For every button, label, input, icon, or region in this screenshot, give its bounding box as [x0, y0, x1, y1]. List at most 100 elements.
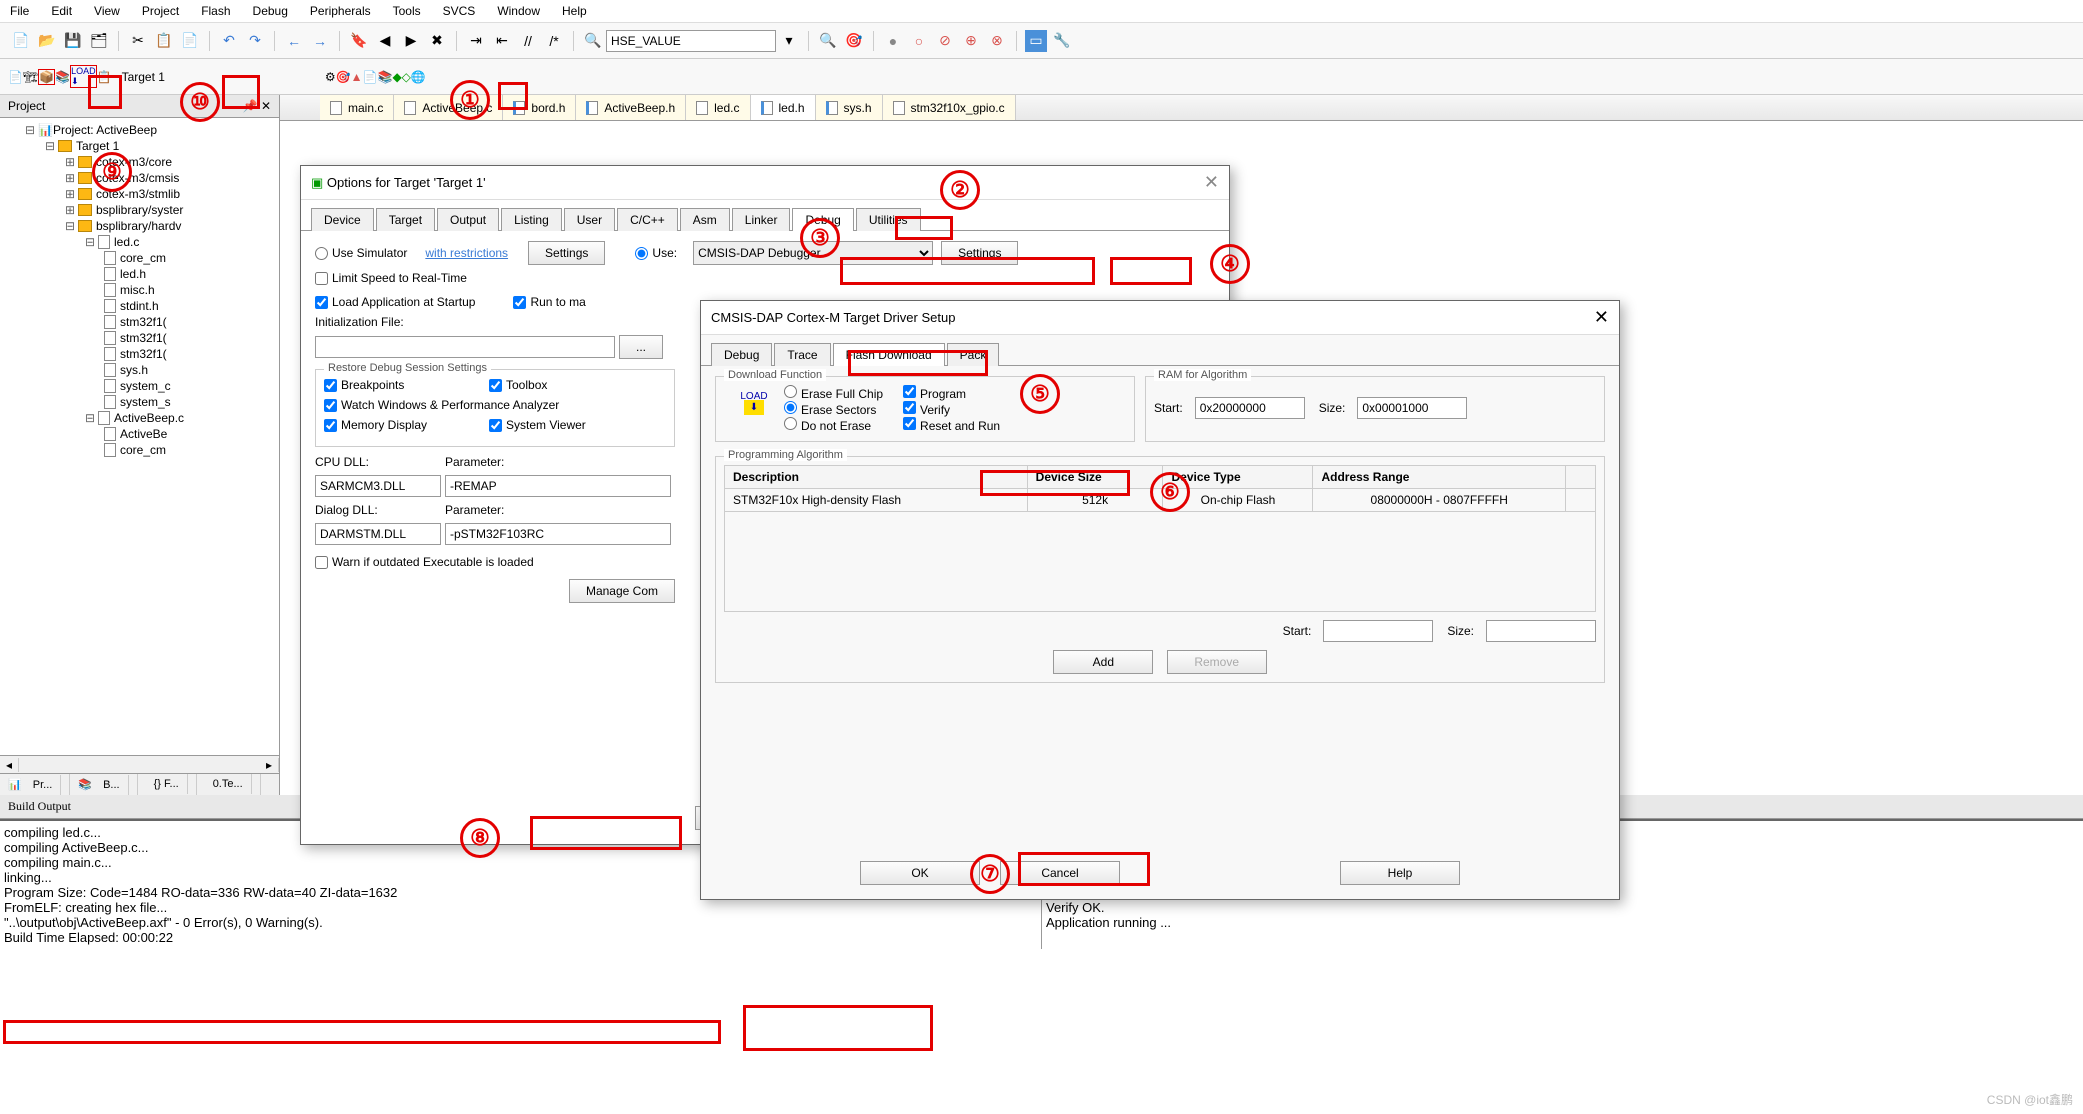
- driver-ok-button[interactable]: OK: [860, 861, 980, 885]
- tab-asm[interactable]: Asm: [680, 208, 730, 231]
- config-icon[interactable]: 🔧: [1051, 30, 1073, 52]
- close-icon[interactable]: ✕: [1594, 307, 1609, 328]
- close-icon[interactable]: ✕: [1204, 172, 1219, 193]
- manage-icon[interactable]: ▲: [351, 70, 363, 84]
- debug-icon[interactable]: 🎯: [843, 30, 865, 52]
- run-main-check[interactable]: [513, 296, 526, 309]
- rebuild-icon[interactable]: 📦: [38, 69, 55, 85]
- file-tab-active[interactable]: led.h: [751, 95, 816, 120]
- download-icon[interactable]: LOAD⬇: [70, 65, 97, 88]
- tab-cpp[interactable]: C/C++: [617, 208, 678, 231]
- record-icon[interactable]: ●: [882, 30, 904, 52]
- menu-peripherals[interactable]: Peripherals: [310, 4, 371, 18]
- file-tab[interactable]: bord.h: [503, 95, 576, 120]
- translate-icon[interactable]: 📄: [8, 70, 23, 84]
- menu-view[interactable]: View: [94, 4, 120, 18]
- uncomment-icon[interactable]: /*: [543, 30, 565, 52]
- remove-button[interactable]: Remove: [1167, 650, 1267, 674]
- breakpoints-check[interactable]: [324, 379, 337, 392]
- tab-target[interactable]: Target: [376, 208, 435, 231]
- settings-button-right[interactable]: Settings: [941, 241, 1018, 265]
- cut-icon[interactable]: ✂: [127, 30, 149, 52]
- save-icon[interactable]: 💾: [62, 30, 84, 52]
- watch-check[interactable]: [324, 399, 337, 412]
- tree-scrollbar[interactable]: ◂▸: [0, 755, 279, 773]
- tab-user[interactable]: User: [564, 208, 615, 231]
- find-dropdown-icon[interactable]: ▾: [778, 30, 800, 52]
- algo-start-input[interactable]: [1323, 620, 1433, 642]
- window-icon[interactable]: ▭: [1025, 30, 1047, 52]
- bookmark-prev-icon[interactable]: ◀: [374, 30, 396, 52]
- paste-icon[interactable]: 📄: [179, 30, 201, 52]
- browse-button[interactable]: ...: [619, 335, 663, 359]
- param-input[interactable]: [445, 475, 671, 497]
- file-tab[interactable]: ActiveBeep.c: [394, 95, 503, 120]
- menu-project[interactable]: Project: [142, 4, 179, 18]
- menu-edit[interactable]: Edit: [51, 4, 72, 18]
- tab-debug[interactable]: Debug: [792, 208, 853, 231]
- menu-tools[interactable]: Tools: [393, 4, 421, 18]
- manage-button[interactable]: Manage Com: [569, 579, 675, 603]
- target-options-icon[interactable]: 🎯: [336, 70, 351, 84]
- books-icon[interactable]: 📚: [377, 70, 392, 84]
- table-row[interactable]: STM32F10x High-density Flash 512k On-chi…: [725, 489, 1596, 512]
- dialog-dll-input[interactable]: [315, 523, 441, 545]
- menu-svcs[interactable]: SVCS: [443, 4, 476, 18]
- undo-icon[interactable]: ↶: [218, 30, 240, 52]
- open-icon[interactable]: 📂: [36, 30, 58, 52]
- warn-check[interactable]: [315, 556, 328, 569]
- erase-icon[interactable]: 📋: [97, 70, 112, 84]
- forward-icon[interactable]: →: [309, 30, 331, 52]
- batch-icon[interactable]: 📚: [55, 70, 70, 84]
- tab-project[interactable]: 📊 Pr...: [0, 774, 70, 795]
- new-icon[interactable]: 📄: [10, 30, 32, 52]
- tab-device[interactable]: Device: [311, 208, 374, 231]
- find-input[interactable]: [606, 30, 776, 52]
- tab-debug2[interactable]: Debug: [711, 343, 772, 366]
- debugger-select[interactable]: CMSIS-DAP Debugger: [693, 241, 933, 265]
- menu-debug[interactable]: Debug: [253, 4, 288, 18]
- menu-window[interactable]: Window: [497, 4, 540, 18]
- tab-pack[interactable]: Pack: [947, 343, 1000, 366]
- algo-size-input[interactable]: [1486, 620, 1596, 642]
- find-icon[interactable]: 🔍: [582, 30, 604, 52]
- pack-icon[interactable]: ◆: [392, 70, 401, 84]
- build-icon[interactable]: 🏗: [23, 70, 38, 84]
- driver-cancel-button[interactable]: Cancel: [1000, 861, 1120, 885]
- menu-flash[interactable]: Flash: [201, 4, 230, 18]
- sysview-check[interactable]: [489, 419, 502, 432]
- verify-check[interactable]: [903, 401, 916, 414]
- tab-utilities[interactable]: Utilities: [856, 208, 921, 231]
- toolbox-check[interactable]: [489, 379, 502, 392]
- file-ext-icon[interactable]: 📄: [363, 70, 378, 84]
- tab-trace[interactable]: Trace: [774, 343, 830, 366]
- bookmark-clear-icon[interactable]: ✖: [426, 30, 448, 52]
- file-tab[interactable]: main.c: [320, 95, 394, 120]
- tab-books[interactable]: 📚 B...: [70, 774, 137, 795]
- algorithm-table[interactable]: Description Device Size Device Type Addr…: [724, 465, 1596, 612]
- tab-templates[interactable]: 0.Te...: [197, 774, 261, 795]
- zoom-icon[interactable]: 🔍: [817, 30, 839, 52]
- outdent-icon[interactable]: ⇤: [491, 30, 513, 52]
- settings-button-left[interactable]: Settings: [528, 241, 605, 265]
- erase-sectors-radio[interactable]: [784, 401, 797, 414]
- project-tree[interactable]: ⊟📊 Project: ActiveBeep ⊟Target 1 ⊞cotex-…: [0, 118, 279, 755]
- tab-functions[interactable]: {} F...: [138, 774, 197, 795]
- stop-icon[interactable]: ○: [908, 30, 930, 52]
- rte-icon[interactable]: ◇: [402, 70, 411, 84]
- use-simulator-radio[interactable]: [315, 247, 328, 260]
- cpu-dll-input[interactable]: [315, 475, 441, 497]
- pin-icon[interactable]: 📌: [243, 99, 258, 113]
- memory-check[interactable]: [324, 419, 337, 432]
- file-tab[interactable]: stm32f10x_gpio.c: [883, 95, 1016, 120]
- break-icon[interactable]: ⊘: [934, 30, 956, 52]
- copy-icon[interactable]: 📋: [153, 30, 175, 52]
- use-radio[interactable]: [635, 247, 648, 260]
- options-icon[interactable]: ⚙: [325, 70, 336, 84]
- driver-help-button[interactable]: Help: [1340, 861, 1460, 885]
- break3-icon[interactable]: ⊗: [986, 30, 1008, 52]
- ram-start-input[interactable]: [1195, 397, 1305, 419]
- no-erase-radio[interactable]: [784, 417, 797, 430]
- ram-size-input[interactable]: [1357, 397, 1467, 419]
- restrictions-link[interactable]: with restrictions: [425, 246, 508, 260]
